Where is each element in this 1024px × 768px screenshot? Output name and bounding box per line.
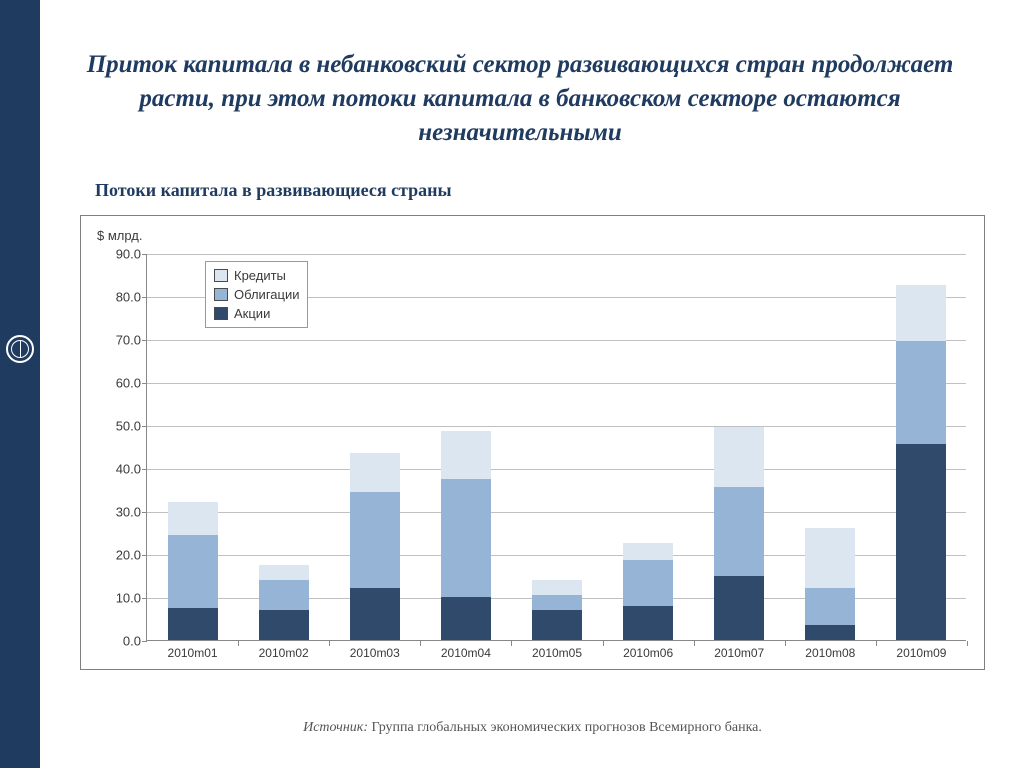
legend-swatch [214, 288, 228, 301]
legend-item: Кредиты [214, 266, 299, 285]
xtick-mark [694, 641, 695, 646]
legend-item: Облигации [214, 285, 299, 304]
xtick-label: 2010m09 [896, 640, 946, 660]
xtick-label: 2010m04 [441, 640, 491, 660]
chart-subtitle: Потоки капитала в развивающиеся страны [95, 180, 452, 201]
xtick-label: 2010m01 [168, 640, 218, 660]
ytick-label: 70.0 [116, 333, 147, 348]
legend-label: Акции [234, 306, 270, 321]
bar-segment [623, 606, 673, 640]
source-label: Источник: [303, 720, 371, 735]
bar-segment [714, 427, 764, 487]
capital-flows-chart: 0.0 10.0 20.0 30.0 40.0 50.0 60.0 70.0 80.0 90.0 2… [80, 215, 985, 670]
xtick-label: 2010m05 [532, 640, 582, 660]
slide: Приток капитала в небанковский сектор ра… [0, 0, 1024, 768]
xtick-mark [603, 641, 604, 646]
ytick-label: 10.0 [116, 591, 147, 606]
xtick-mark [420, 641, 421, 646]
xtick-mark [238, 641, 239, 646]
xtick-label: 2010m07 [714, 640, 764, 660]
bar-segment [441, 597, 491, 640]
legend: Кредиты Облигации Акции [205, 261, 308, 328]
bar-segment [896, 341, 946, 444]
brand-left-bar [0, 0, 40, 768]
bar-segment [896, 285, 946, 341]
y-axis-unit: $ млрд. [97, 228, 143, 243]
bar-segment [532, 580, 582, 595]
legend-label: Облигации [234, 287, 299, 302]
ytick-label: 90.0 [116, 247, 147, 262]
gridline [147, 383, 966, 384]
legend-label: Кредиты [234, 268, 286, 283]
ytick-label: 20.0 [116, 548, 147, 563]
bar-segment [805, 528, 855, 588]
bar-segment [350, 492, 400, 589]
bar-segment [168, 608, 218, 640]
xtick-mark [511, 641, 512, 646]
source-citation: Источник: Группа глобальных экономически… [80, 720, 985, 736]
source-text: Группа глобальных экономических прогнозо… [372, 720, 762, 735]
ytick-label: 80.0 [116, 290, 147, 305]
xtick-mark [329, 641, 330, 646]
bar-segment [805, 588, 855, 625]
legend-swatch [214, 307, 228, 320]
bar-segment [623, 560, 673, 605]
ytick-label: 30.0 [116, 505, 147, 520]
bar-segment [623, 543, 673, 560]
gridline [147, 340, 966, 341]
bar-segment [350, 453, 400, 492]
xtick-label: 2010m06 [623, 640, 673, 660]
bar-segment [441, 431, 491, 478]
legend-swatch [214, 269, 228, 282]
xtick-label: 2010m08 [805, 640, 855, 660]
globe-icon [6, 335, 34, 363]
ytick-label: 40.0 [116, 462, 147, 477]
xtick-mark [785, 641, 786, 646]
gridline [147, 254, 966, 255]
xtick-mark [967, 641, 968, 646]
xtick-mark [876, 641, 877, 646]
ytick-label: 50.0 [116, 419, 147, 434]
gridline [147, 469, 966, 470]
bar-segment [714, 487, 764, 575]
bar-segment [441, 479, 491, 597]
bar-segment [714, 576, 764, 641]
bar-segment [168, 502, 218, 534]
bar-segment [532, 610, 582, 640]
bar-segment [259, 580, 309, 610]
xtick-label: 2010m03 [350, 640, 400, 660]
bar-segment [259, 565, 309, 580]
bar-segment [805, 625, 855, 640]
bar-segment [259, 610, 309, 640]
xtick-label: 2010m02 [259, 640, 309, 660]
plot-area: 0.010.020.030.040.050.060.070.080.090.02… [146, 254, 966, 641]
gridline [147, 426, 966, 427]
bar-segment [168, 535, 218, 608]
bar-segment [896, 444, 946, 640]
bar-segment [350, 588, 400, 640]
legend-item: Акции [214, 304, 299, 323]
slide-title: Приток капитала в небанковский сектор ра… [70, 48, 970, 149]
ytick-label: 60.0 [116, 376, 147, 391]
ytick-label: 0.0 [123, 634, 147, 649]
bar-segment [532, 595, 582, 610]
gridline [147, 512, 966, 513]
